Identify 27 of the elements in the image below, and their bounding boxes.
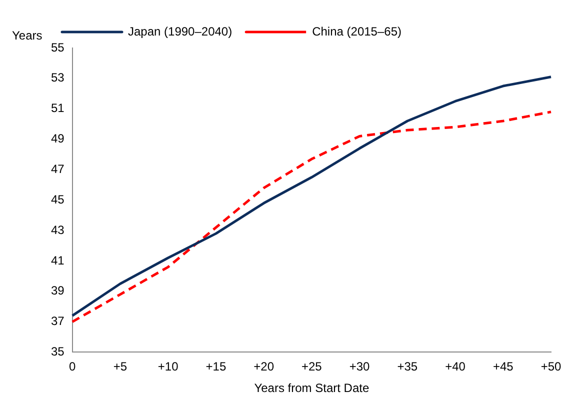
y-axis-title: Years (12, 28, 42, 42)
y-tick-label: 49 (50, 132, 65, 146)
y-tick-label: 39 (50, 284, 65, 298)
x-tick-label: +50 (540, 360, 562, 374)
y-tick-label: 51 (50, 101, 65, 116)
y-tick-label: 43 (50, 222, 65, 237)
y-tick-label: 53 (50, 70, 65, 85)
y-tick-label: 47 (50, 162, 65, 176)
y-tick-label: 37 (50, 314, 65, 328)
x-tick-label: +5 (113, 360, 128, 374)
y-tick-label: 55 (50, 40, 65, 54)
x-tick-label: 0 (69, 360, 76, 374)
y-tick-label: 41 (50, 253, 65, 268)
x-tick-label: +15 (206, 360, 226, 374)
x-tick-label: +30 (349, 360, 370, 374)
x-tick-label: +35 (397, 360, 418, 374)
x-axis-title: Years from Start Date (254, 381, 370, 396)
x-tick-label: +10 (158, 360, 179, 374)
x-tick-label: +25 (301, 360, 322, 374)
x-tick-label: +45 (492, 360, 514, 374)
x-tick-label: +40 (445, 360, 466, 374)
y-tick-label: 45 (50, 192, 65, 206)
x-tick-label: +20 (254, 360, 274, 374)
line-series (71, 110, 552, 324)
legend-label: Japan (1990–2040) (128, 24, 232, 38)
y-tick-label: 35 (50, 344, 65, 359)
legend-label: China (2015–65) (312, 24, 402, 38)
